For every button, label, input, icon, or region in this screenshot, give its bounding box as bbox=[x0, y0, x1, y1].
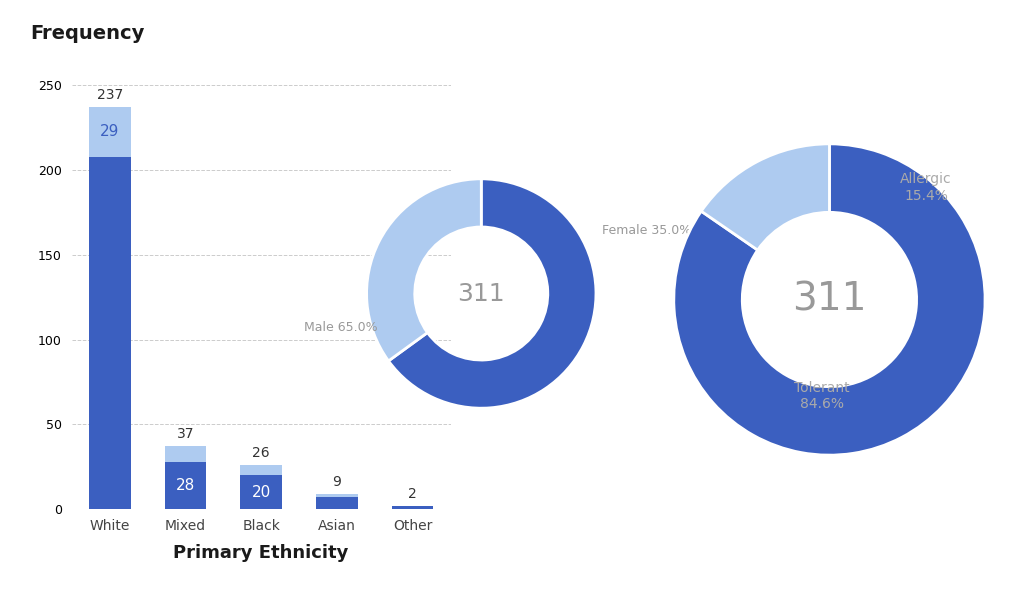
Text: Female 35.0%: Female 35.0% bbox=[602, 224, 691, 237]
Text: 20: 20 bbox=[252, 485, 270, 500]
Bar bbox=[316, 497, 357, 509]
Wedge shape bbox=[701, 144, 829, 250]
Bar bbox=[241, 475, 282, 509]
Text: 311: 311 bbox=[458, 282, 505, 305]
Wedge shape bbox=[674, 144, 985, 455]
Wedge shape bbox=[367, 179, 481, 361]
Text: 2: 2 bbox=[409, 486, 417, 501]
Bar bbox=[316, 494, 357, 497]
Text: Tolerant
84.6%: Tolerant 84.6% bbox=[794, 381, 850, 411]
Text: Male 65.0%: Male 65.0% bbox=[303, 322, 377, 334]
Text: 9: 9 bbox=[333, 475, 341, 489]
Text: Allergic
15.4%: Allergic 15.4% bbox=[900, 173, 951, 202]
Bar bbox=[165, 462, 206, 509]
Text: 29: 29 bbox=[100, 125, 120, 140]
Text: Frequency: Frequency bbox=[31, 24, 145, 43]
Text: 37: 37 bbox=[177, 427, 195, 441]
Text: 237: 237 bbox=[96, 88, 123, 102]
Bar bbox=[89, 156, 130, 509]
Bar bbox=[241, 465, 282, 475]
X-axis label: Primary Ethnicity: Primary Ethnicity bbox=[173, 544, 349, 562]
Text: 28: 28 bbox=[176, 478, 195, 493]
Bar bbox=[89, 107, 130, 156]
Bar bbox=[392, 506, 433, 509]
Wedge shape bbox=[388, 179, 596, 408]
Bar bbox=[165, 446, 206, 462]
Text: 26: 26 bbox=[252, 446, 270, 460]
Text: 311: 311 bbox=[793, 280, 866, 319]
